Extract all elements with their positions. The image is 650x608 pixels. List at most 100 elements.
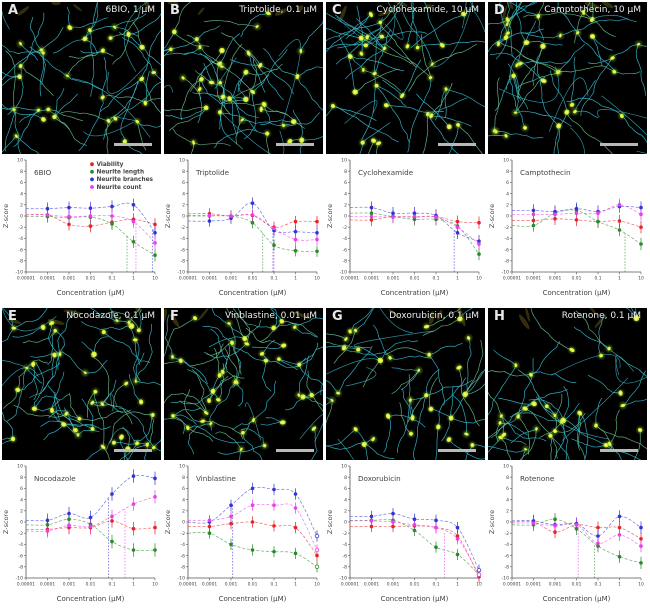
y-tick-label: -6 <box>18 553 23 559</box>
y-tick-label: 2 <box>20 509 23 515</box>
neuron-micrograph-canvas <box>326 2 485 154</box>
panel-letter: C <box>332 3 342 18</box>
data-point <box>153 548 157 552</box>
data-point <box>293 525 298 530</box>
x-tick-label: 0.01 <box>410 582 420 588</box>
y-tick-label: -8 <box>504 259 509 265</box>
data-point <box>315 237 319 242</box>
data-point <box>574 523 579 527</box>
data-point <box>574 211 579 215</box>
data-point <box>617 533 622 537</box>
data-point <box>369 211 374 215</box>
x-tick-label: 10 <box>638 582 644 588</box>
data-point <box>553 517 557 521</box>
data-point <box>293 248 298 253</box>
y-tick-label: -2 <box>504 225 509 231</box>
x-tick-label: 0.001 <box>549 582 562 588</box>
y-tick-label: 4 <box>506 191 509 197</box>
y-tick-label: -4 <box>18 236 23 242</box>
axis-label-x: Concentration (µM) <box>543 595 611 603</box>
y-tick-label: -2 <box>342 531 347 537</box>
y-tick-label: -6 <box>180 553 185 559</box>
data-point <box>250 520 255 524</box>
data-point <box>110 204 114 209</box>
data-point <box>596 544 600 548</box>
data-point <box>67 517 71 521</box>
data-point <box>574 206 579 211</box>
data-point <box>110 492 114 496</box>
data-point <box>110 222 114 226</box>
data-point <box>88 524 93 529</box>
dose-response-chart: -10 -8 -6 -4 -2 0 2 4 6 8 10 0.00001 0.0001 0.001 0.01… <box>2 158 158 297</box>
data-point <box>369 524 374 529</box>
data-point <box>531 208 536 213</box>
axis-label-x: Concentration (µM) <box>381 595 449 603</box>
neuron-micrograph-canvas <box>326 308 485 460</box>
data-point <box>596 219 600 224</box>
data-point <box>153 231 157 235</box>
figure-panel: H Rotenone, 0.1 µM -10 -8 -6 -4 -2 0 2 4 6 8 10 0.0… <box>488 308 647 606</box>
data-point <box>45 523 50 527</box>
y-tick-label: 2 <box>506 203 509 209</box>
y-tick-label: -2 <box>342 225 347 231</box>
y-tick-label: 8 <box>20 475 23 481</box>
panel-letter: A <box>8 3 19 18</box>
y-tick-label: -2 <box>180 225 185 231</box>
data-point <box>639 561 643 565</box>
data-point <box>315 219 319 224</box>
data-point <box>639 537 643 541</box>
data-point <box>229 503 233 507</box>
data-point <box>391 520 395 524</box>
data-point <box>553 217 557 221</box>
y-tick-label: 2 <box>506 509 509 515</box>
y-tick-label: -2 <box>18 225 23 231</box>
x-tick-label: 0.00001 <box>341 276 359 282</box>
data-point <box>314 564 320 569</box>
data-point <box>574 526 579 531</box>
data-point <box>412 214 417 219</box>
figure-panel: D Camptothecin, 10 µM -10 -8 -6 -4 -2 0 2 4 6 8 10… <box>488 2 647 300</box>
data-point <box>250 213 255 217</box>
data-point <box>67 523 71 528</box>
x-tick-label: 0.01 <box>248 276 258 282</box>
data-point <box>596 541 600 546</box>
data-point <box>153 476 157 481</box>
panel-letter: F <box>170 309 179 324</box>
image-title: Doxorubicin, 0.1 µM <box>389 311 479 321</box>
dose-response-chart: -10 -8 -6 -4 -2 0 2 4 6 8 10 0.00001 0.0001 0.001 0.01… <box>2 464 158 603</box>
dose-response-plot: -10 -8 -6 -4 -2 0 2 4 6 8 10 0.00001 0.0001 0.001 0.01… <box>164 154 323 300</box>
axis-label-y: Z-score <box>2 510 10 534</box>
dose-response-plot: -10 -8 -6 -4 -2 0 2 4 6 8 10 0.00001 0.0001 0.001 0.01… <box>326 154 485 300</box>
data-point <box>531 218 536 223</box>
y-tick-label: 8 <box>344 169 347 175</box>
dose-response-plot: -10 -8 -6 -4 -2 0 2 4 6 8 10 0.00001 0.0001 0.001 0.01… <box>488 460 647 606</box>
data-point <box>639 525 643 530</box>
data-point <box>455 525 460 530</box>
x-tick-label: 10 <box>476 276 482 282</box>
x-tick-label: 0.01 <box>572 276 582 282</box>
data-point <box>391 211 395 215</box>
x-tick-label: 0.01 <box>248 582 258 588</box>
data-point <box>455 225 460 229</box>
y-tick-label: -4 <box>342 542 347 548</box>
y-tick-label: 10 <box>503 464 509 470</box>
neuron-micrograph-canvas <box>164 2 323 154</box>
data-point <box>412 211 417 215</box>
legend-swatch <box>90 177 94 182</box>
data-point <box>477 252 481 256</box>
x-tick-label: 0.001 <box>225 276 238 282</box>
y-tick-label: 0 <box>506 520 509 526</box>
x-tick-label: 1 <box>618 582 621 588</box>
data-point <box>553 212 557 217</box>
microscopy-image: H Rotenone, 0.1 µM <box>488 308 647 460</box>
y-tick-label: 10 <box>341 464 347 470</box>
y-tick-label: 4 <box>182 191 185 197</box>
y-tick-label: 6 <box>182 486 185 492</box>
x-tick-label: 10 <box>314 582 320 588</box>
data-point <box>110 539 114 544</box>
x-tick-label: 0.001 <box>63 276 76 282</box>
data-point <box>314 547 320 553</box>
data-point <box>88 515 93 520</box>
microscopy-image: G Doxorubicin, 0.1 µM <box>326 308 485 460</box>
data-point <box>314 533 320 539</box>
